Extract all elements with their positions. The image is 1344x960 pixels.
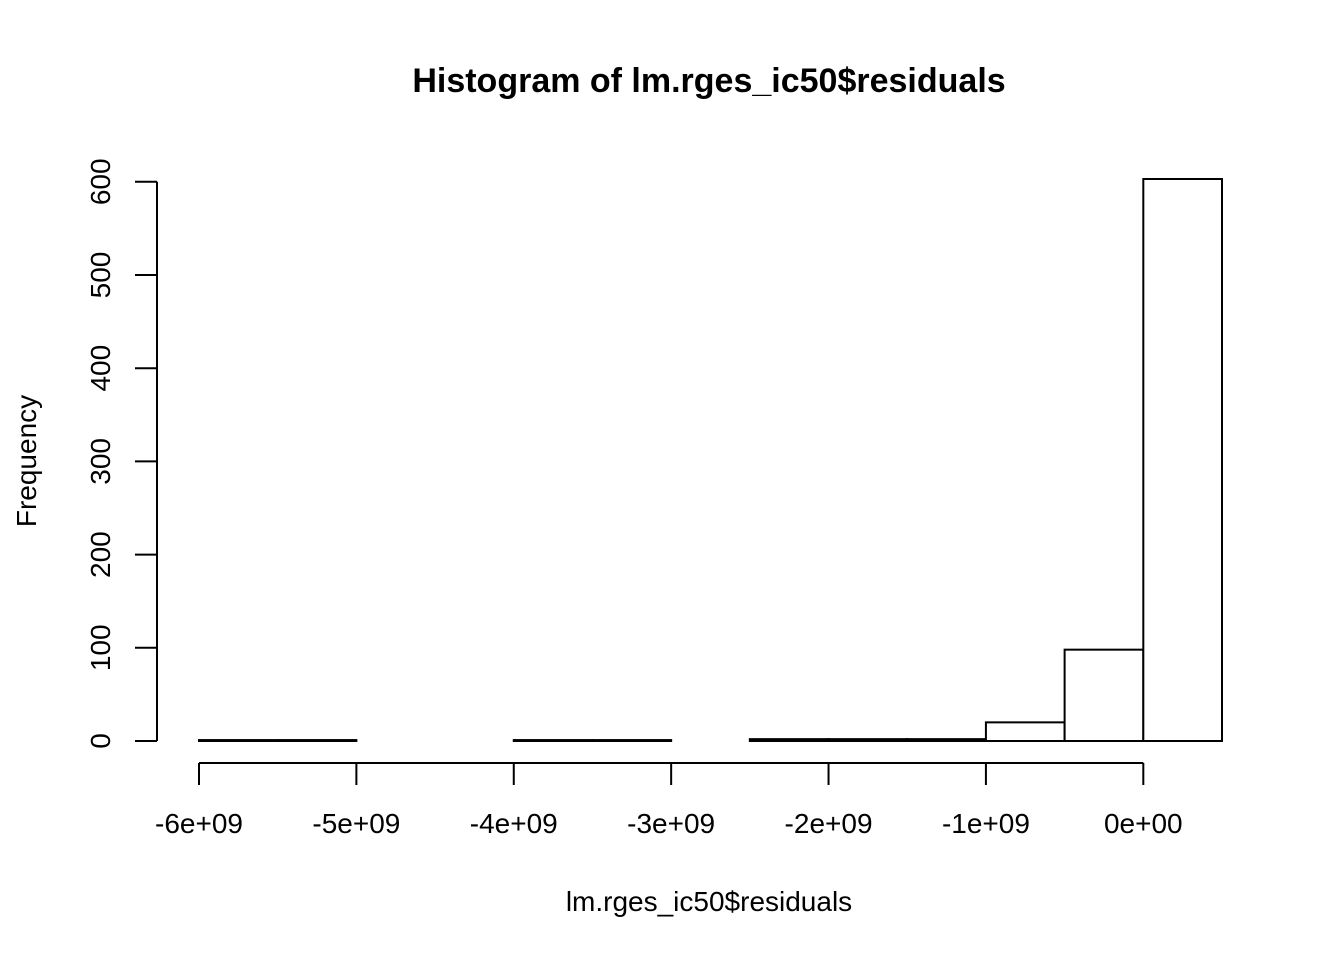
- histogram-bars: [198, 178, 1224, 742]
- y-tick-label: 500: [85, 252, 116, 299]
- x-tick-label: -2e+09: [785, 808, 873, 839]
- histogram-bar: [198, 739, 279, 742]
- histogram-bar: [512, 739, 594, 742]
- y-tick-label: 0: [85, 733, 116, 749]
- histogram-bar: [827, 738, 909, 742]
- histogram-bar: [276, 739, 358, 742]
- x-tick-label: -4e+09: [470, 808, 558, 839]
- y-tick-label: 600: [85, 158, 116, 205]
- histogram-bar: [906, 738, 987, 742]
- x-axis-label: lm.rges_ic50$residuals: [566, 886, 852, 917]
- x-tick-label: -1e+09: [942, 808, 1030, 839]
- y-tick-label: 100: [85, 624, 116, 671]
- x-tick-label: 0e+00: [1104, 808, 1183, 839]
- y-tick-label: 300: [85, 438, 116, 485]
- histogram-bar: [1142, 178, 1224, 742]
- histogram-bar: [748, 738, 830, 742]
- x-tick-label: -3e+09: [627, 808, 715, 839]
- y-tick-label: 200: [85, 531, 116, 578]
- x-axis: -6e+09 -5e+09 -4e+09 -3e+09 -2e+09 -1e+09 0e+0…: [155, 762, 1183, 839]
- histogram-bar: [1063, 648, 1145, 742]
- y-axis-label: Frequency: [11, 395, 42, 527]
- x-tick-label: -5e+09: [312, 808, 400, 839]
- histogram-bar: [984, 721, 1066, 742]
- y-axis: 0 100 200 300 400 500 600: [85, 158, 158, 749]
- chart-title: Histogram of lm.rges_ic50$residuals: [412, 62, 1005, 100]
- x-tick-label: -6e+09: [155, 808, 243, 839]
- y-tick-label: 400: [85, 345, 116, 392]
- histogram-bar: [591, 739, 673, 742]
